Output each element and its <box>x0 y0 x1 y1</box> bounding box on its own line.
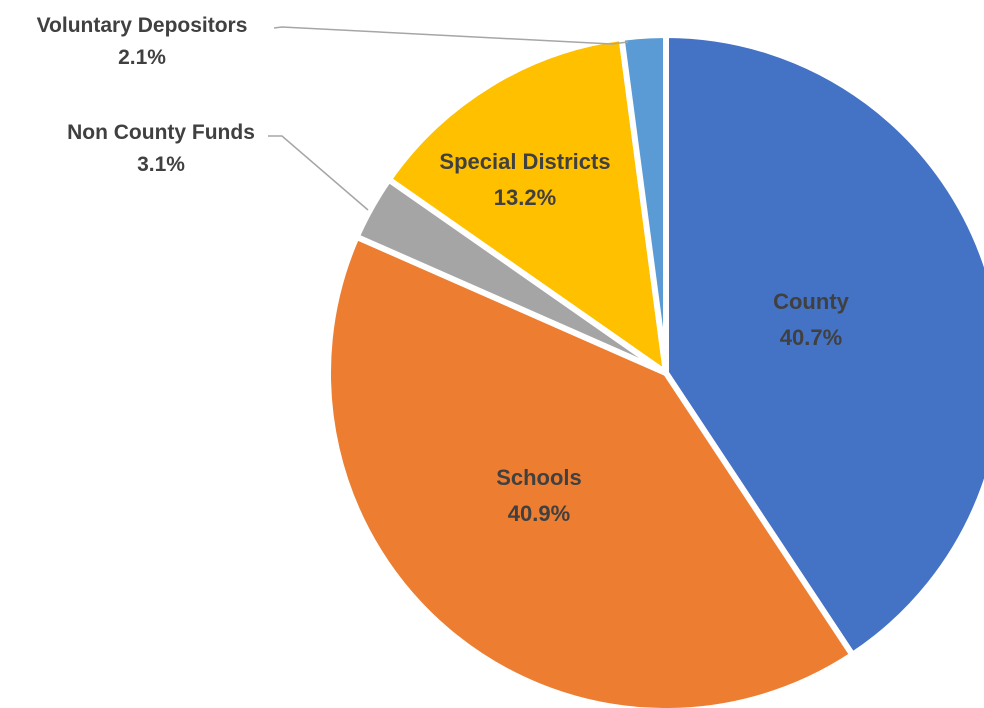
pie-slice-county <box>663 32 984 658</box>
slice-name-non-county-funds: Non County Funds <box>67 121 255 144</box>
slice-name-special-districts: Special Districts <box>439 149 610 174</box>
slice-value-voluntary-depositors: 2.1% <box>118 46 166 69</box>
slice-name-voluntary-depositors: Voluntary Depositors <box>37 14 248 37</box>
pie-slice-schools <box>325 233 856 708</box>
slice-value-non-county-funds: 3.1% <box>137 153 185 176</box>
pie-slices <box>325 32 984 708</box>
slice-name-schools: Schools <box>496 465 582 490</box>
leader-lines <box>268 26 629 211</box>
slice-value-special-districts: 13.2% <box>494 185 556 210</box>
slice-value-county: 40.7% <box>780 325 842 350</box>
pie-slice-voluntary-depositors <box>618 32 669 376</box>
slice-name-county: County <box>773 289 850 314</box>
slice-value-schools: 40.9% <box>508 501 570 526</box>
leader-line-non-county-funds <box>268 135 369 211</box>
leader-line-voluntary-depositors <box>273 26 629 45</box>
